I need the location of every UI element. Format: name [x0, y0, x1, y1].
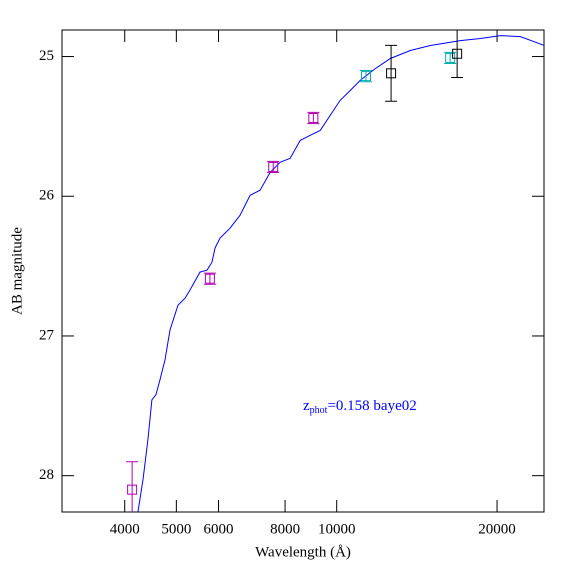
annotation-text: =0.158 baye02 [327, 398, 416, 414]
error-bar [126, 461, 139, 512]
data-point [386, 68, 397, 79]
model-line [137, 35, 544, 512]
annotation: zphot=0.158 baye02 [303, 398, 417, 416]
annotation-subscript: phot [310, 405, 328, 416]
y-axis-label: AB magnitude [9, 227, 25, 315]
x-tick-label: 6000 [204, 521, 234, 537]
data-point [204, 273, 215, 284]
plot-frame [61, 29, 545, 513]
error-bar [267, 160, 280, 174]
error-bar [444, 51, 457, 65]
plot-area [126, 30, 544, 512]
x-tick-label: 10000 [318, 521, 356, 537]
x-tick-label: 5000 [161, 521, 191, 537]
x-tick-label: 8000 [270, 521, 300, 537]
error-bar [307, 111, 320, 125]
error-bar [451, 30, 464, 79]
data-point [360, 71, 371, 82]
error-bar [203, 272, 216, 285]
data-point [127, 484, 138, 495]
y-tick-label: 26 [39, 188, 55, 204]
annotation-text: z [303, 398, 310, 414]
data-point [308, 113, 319, 124]
y-tick-label: 28 [39, 467, 54, 483]
data-point [268, 161, 279, 172]
error-bar [385, 44, 398, 102]
x-tick-label: 20000 [478, 521, 516, 537]
x-tick-label: 4000 [110, 521, 140, 537]
y-tick-label: 27 [39, 327, 55, 343]
data-point [452, 48, 463, 59]
x-axis-label: Wavelength (Å) [255, 544, 351, 560]
y-tick-label: 25 [39, 48, 54, 64]
error-bar [359, 70, 372, 83]
